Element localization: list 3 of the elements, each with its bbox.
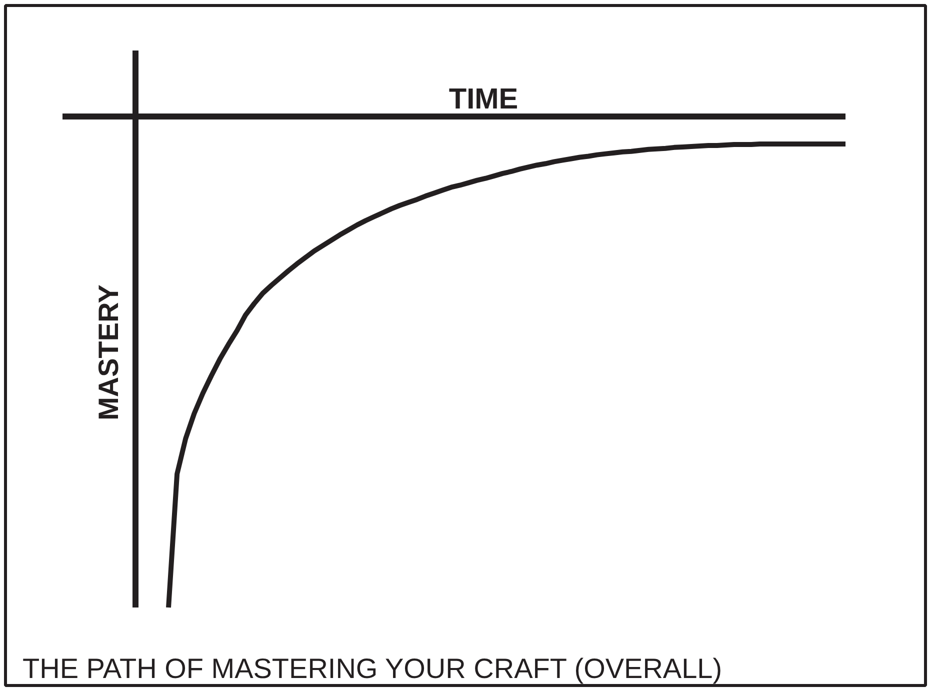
text: THE PATH OF MASTERING YOUR CRAFT (OVERALL) bbox=[22, 653, 722, 684]
x-axis-title: TIME bbox=[448, 84, 518, 116]
y-axis-title: MASTERY bbox=[93, 284, 124, 420]
